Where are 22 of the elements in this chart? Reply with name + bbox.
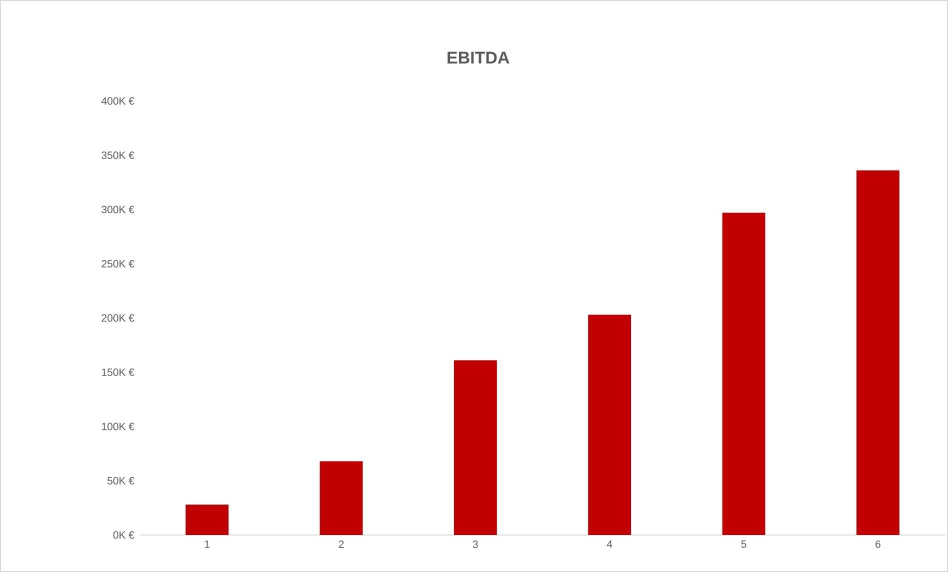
y-tick-label: 200K € — [102, 314, 134, 322]
y-tick-label: 150K € — [102, 368, 134, 376]
x-tick-label: 5 — [741, 540, 746, 548]
y-tick-label: 100K € — [102, 422, 134, 430]
bar — [588, 314, 632, 535]
y-tick-label: 50K € — [107, 477, 134, 484]
y-tick-label: 250K € — [102, 260, 134, 268]
y-tick-label: 350K € — [102, 152, 134, 159]
x-tick-label: 2 — [338, 540, 344, 548]
x-tick-label: 4 — [606, 540, 612, 548]
y-tick-label: 400K € — [101, 97, 134, 105]
bar — [856, 170, 900, 535]
bar — [320, 461, 363, 535]
bar — [186, 504, 229, 535]
chart-title: EBITDA — [448, 52, 510, 64]
y-tick-label: 0K € — [113, 531, 134, 539]
x-tick-label: 6 — [876, 540, 880, 548]
x-tick-label: 1 — [204, 540, 210, 548]
bar — [454, 360, 497, 535]
y-tick-label: 300K € — [102, 206, 134, 214]
x-tick-label: 3 — [472, 540, 478, 548]
bar — [722, 212, 766, 535]
